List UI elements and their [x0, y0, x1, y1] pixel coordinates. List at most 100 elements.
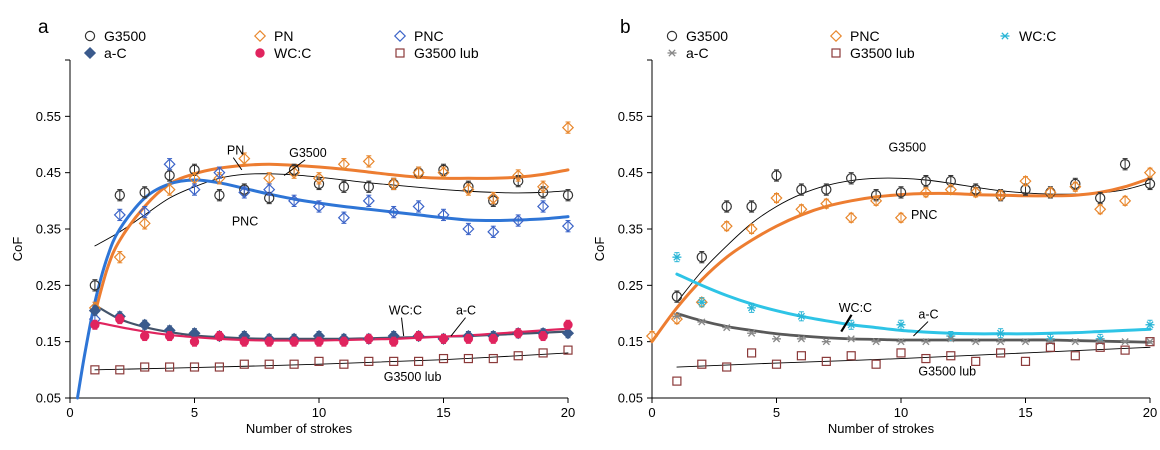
legend-label: G3500	[104, 28, 146, 44]
data-point	[437, 166, 450, 179]
data-point	[920, 175, 932, 187]
data-point	[214, 362, 224, 372]
data-point	[1119, 159, 1131, 170]
data-point	[561, 121, 575, 134]
legend-marker	[253, 29, 267, 43]
legend-label: PN	[274, 28, 293, 44]
data-point	[645, 329, 659, 343]
data-point	[164, 170, 175, 181]
legend-marker	[255, 48, 265, 58]
data-point	[846, 173, 857, 184]
data-point	[463, 334, 474, 344]
data-point	[1095, 342, 1105, 352]
data-point	[438, 353, 449, 364]
data-point	[796, 335, 806, 343]
legend-label: PNC	[850, 28, 880, 44]
legend-marker	[831, 48, 841, 58]
data-point	[971, 356, 981, 366]
data-point	[821, 184, 832, 195]
series-wc-c	[90, 314, 573, 347]
data-point	[747, 348, 757, 358]
legend-item: G3500 lub	[395, 45, 479, 61]
data-point	[314, 336, 324, 347]
legend-label: a-C	[104, 45, 127, 61]
data-point	[1145, 338, 1155, 346]
data-point	[90, 320, 100, 330]
data-point	[140, 331, 150, 341]
annotation: PNC	[232, 215, 258, 229]
data-point	[1019, 175, 1032, 188]
data-point	[722, 323, 732, 332]
series-g3500-lub	[90, 345, 573, 375]
data-point	[1120, 345, 1130, 355]
legend-marker	[666, 30, 678, 42]
legend-label: a-C	[686, 45, 709, 61]
data-point	[697, 359, 707, 369]
x-tick-label: 5	[191, 405, 198, 420]
fit-curve-a-c	[675, 312, 1152, 344]
data-point	[821, 338, 831, 346]
data-point	[821, 356, 831, 366]
data-point	[745, 222, 758, 236]
data-point	[138, 318, 151, 331]
legend-item: G3500	[666, 28, 728, 44]
data-point	[894, 211, 908, 224]
data-point	[513, 351, 523, 361]
data-point	[189, 362, 200, 372]
data-point	[672, 312, 682, 320]
data-point	[364, 356, 374, 366]
annotation: G3500	[289, 146, 327, 160]
data-point	[771, 170, 782, 181]
x-tick-label: 20	[561, 405, 575, 420]
data-point	[487, 191, 500, 205]
data-point	[870, 194, 883, 207]
data-point	[969, 186, 982, 199]
data-point	[362, 155, 375, 168]
fit-curve-g3500	[676, 177, 1151, 303]
panel-label: a	[38, 17, 49, 38]
legend-label: G3500 lub	[850, 45, 915, 61]
data-point	[1119, 194, 1132, 207]
data-point	[1145, 337, 1155, 347]
data-point	[896, 321, 906, 329]
x-tick-label: 0	[648, 405, 655, 420]
data-point	[871, 359, 881, 369]
series-g3500	[89, 163, 574, 292]
annotation: G3500 lub	[384, 370, 442, 384]
data-point	[213, 166, 226, 179]
legend-item: PNC	[829, 28, 880, 44]
legend-item: WC:C	[255, 45, 311, 61]
legend-item: PNC	[393, 28, 444, 44]
legend-marker	[395, 48, 405, 58]
data-point	[672, 376, 682, 386]
x-axis-label: Number of strokes	[246, 421, 353, 436]
data-point	[463, 353, 473, 364]
data-point	[289, 336, 299, 347]
data-point	[846, 335, 856, 343]
data-point	[312, 172, 326, 185]
data-point	[214, 189, 225, 201]
data-point	[339, 359, 349, 369]
data-point	[845, 211, 858, 224]
data-point	[114, 189, 126, 201]
data-point	[670, 313, 683, 326]
data-point	[1095, 192, 1106, 204]
data-point	[946, 335, 956, 343]
data-point	[188, 183, 201, 196]
data-point	[88, 304, 101, 317]
data-point	[695, 296, 708, 309]
data-point	[1045, 342, 1055, 352]
x-tick-label: 15	[1018, 405, 1032, 420]
data-point	[796, 312, 806, 320]
data-point	[89, 280, 101, 291]
legend-label: WC:C	[1019, 28, 1056, 44]
annotation: PNC	[911, 208, 937, 222]
data-point	[138, 217, 151, 230]
annotation-leader	[840, 314, 853, 333]
data-point	[513, 328, 523, 338]
data-point	[896, 348, 906, 358]
data-point	[239, 359, 249, 369]
data-point	[462, 222, 475, 236]
legend-item: G3500 lub	[831, 45, 915, 61]
legend-label: G3500 lub	[414, 45, 479, 61]
